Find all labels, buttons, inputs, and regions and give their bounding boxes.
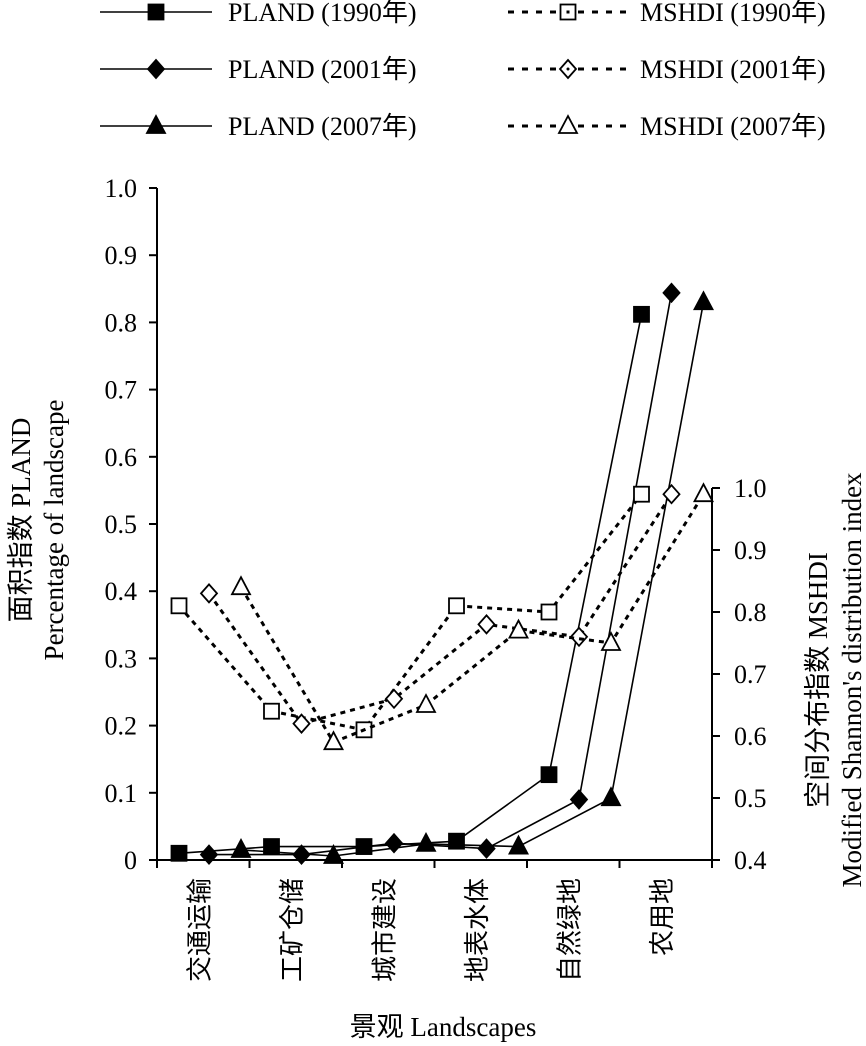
y-left-tick-label: 0.8 <box>105 308 138 337</box>
series-1 <box>199 282 681 865</box>
y-right-tick-label: 0.6 <box>734 722 767 751</box>
y-right-tick-label: 0.5 <box>734 784 767 813</box>
y-left-tick-label: 0.3 <box>105 644 138 673</box>
data-point <box>693 290 714 311</box>
x-tick-label: 农用地 <box>648 878 677 956</box>
data-point <box>662 282 681 304</box>
legend-item: MSHDI (2001年) <box>508 55 826 84</box>
data-point <box>230 837 252 858</box>
legend-label: MSHDI (1990年) <box>640 0 826 27</box>
legend-label: MSHDI (2001年) <box>640 55 826 84</box>
data-point <box>693 482 714 503</box>
y-left-tick-label: 1.0 <box>105 174 138 203</box>
y-right-tick-label: 0.4 <box>734 846 767 875</box>
y-right-tick-label: 0.8 <box>734 598 767 627</box>
data-point <box>415 693 437 713</box>
data-point <box>477 614 496 635</box>
data-point <box>569 789 589 810</box>
data-point <box>415 831 437 852</box>
data-point <box>633 485 650 503</box>
x-axis-title: 景观 Landscapes <box>350 1012 537 1042</box>
legend-label: PLAND (1990年) <box>228 0 417 27</box>
y-right-tick-label: 0.9 <box>734 536 767 565</box>
x-tick-label: 城市建设 <box>370 878 399 982</box>
legend-item: MSHDI (1990年) <box>508 0 826 27</box>
y-left-tick-label: 0.5 <box>105 510 138 539</box>
data-point <box>170 844 188 862</box>
data-point <box>323 730 344 751</box>
marker-dot <box>154 10 158 14</box>
legend: PLAND (1990年) PLAND (2001年) PLAND (2007年) M… <box>100 0 826 141</box>
data-point <box>292 713 311 734</box>
data-point <box>600 786 622 807</box>
y-axis-right-title-en: Modified Shannon's distribution index <box>837 472 866 888</box>
series-line <box>177 493 643 732</box>
x-tick-label: 工矿仓储 <box>278 878 307 982</box>
y-left-tick-label: 0.9 <box>105 241 138 270</box>
series-3 <box>170 485 650 739</box>
marker-dot <box>566 67 570 71</box>
y-axis-right-title-cn: 空间分布指数 MSHDI <box>803 552 833 808</box>
y-left-tick-label: 0.7 <box>105 376 138 405</box>
plot-area <box>170 282 714 865</box>
legend-label: PLAND (2007年) <box>228 112 417 141</box>
x-tick-label: 交通运输 <box>185 878 214 982</box>
data-point <box>230 575 252 596</box>
marker-dot <box>154 67 158 71</box>
data-point <box>199 583 219 604</box>
series-line <box>240 302 705 857</box>
legend-marker <box>557 114 579 134</box>
data-point <box>633 305 650 323</box>
y-left-tick-label: 0.1 <box>105 779 138 808</box>
series-4 <box>199 483 681 734</box>
y-right-tick-label: 1.0 <box>734 474 767 503</box>
y-axis-left-title-cn: 面积指数 PLAND <box>6 418 36 623</box>
data-point <box>448 597 465 615</box>
data-point <box>540 766 558 784</box>
series-line <box>178 314 643 855</box>
legend-marker <box>145 114 167 134</box>
y-left-tick-label: 0.4 <box>105 577 138 606</box>
y-left-tick-label: 0.6 <box>105 443 138 472</box>
data-point <box>477 838 496 859</box>
data-point <box>508 618 529 639</box>
series-5 <box>230 482 714 751</box>
data-point <box>170 597 188 615</box>
data-point <box>263 702 280 720</box>
data-point <box>600 631 622 651</box>
x-tick-label: 地表水体 <box>463 878 492 982</box>
series-line <box>207 493 673 726</box>
legend-item: PLAND (1990年) <box>100 0 417 27</box>
legend-label: MSHDI (2007年) <box>640 112 826 141</box>
data-point <box>323 844 344 864</box>
legend-item: PLAND (2001年) <box>100 55 417 84</box>
y-axis-left-title-en: Percentage of landscape <box>39 400 69 661</box>
axes: 0 0.1 0.2 0.3 0.4 0.5 0.6 0.7 0.8 0.9 1.0 0.4 0.5 0.6… <box>105 174 767 982</box>
y-left-tick-label: 0 <box>124 846 137 875</box>
legend-label: PLAND (2001年) <box>228 55 417 84</box>
legend-item: MSHDI (2007年) <box>508 112 826 141</box>
marker-dot <box>566 10 570 14</box>
legend-item: PLAND (2007年) <box>100 112 417 141</box>
data-point <box>540 603 558 621</box>
data-point <box>569 626 589 648</box>
x-tick-label: 自然绿地 <box>555 878 584 982</box>
series-2 <box>230 290 714 864</box>
y-right-tick-label: 0.7 <box>734 660 767 689</box>
series-line <box>239 493 705 745</box>
data-point <box>508 834 529 855</box>
data-point <box>662 483 681 505</box>
data-point <box>384 688 404 710</box>
series-line <box>209 292 673 856</box>
data-point <box>199 844 219 865</box>
y-left-tick-label: 0.2 <box>105 712 138 741</box>
